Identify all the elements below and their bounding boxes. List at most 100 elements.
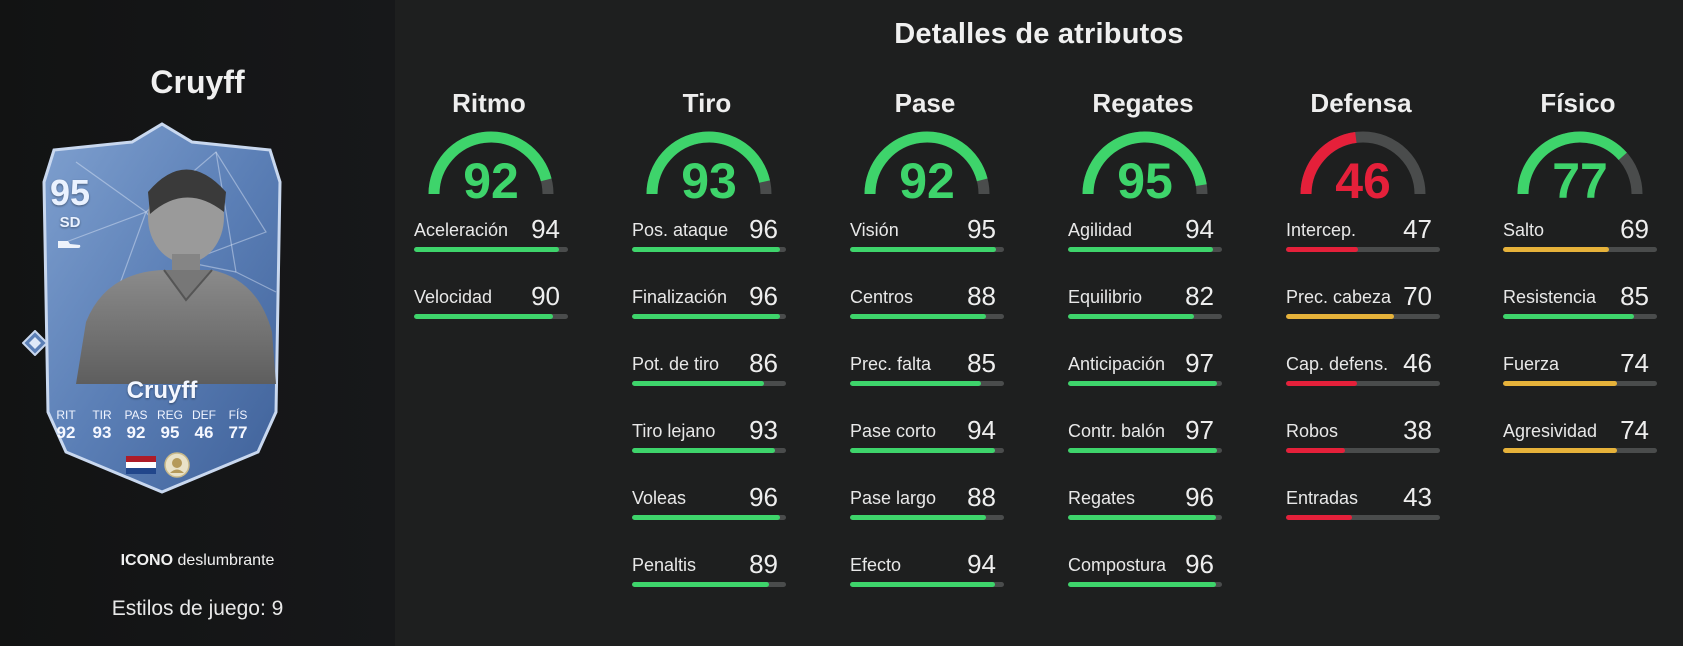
attribute-name: Resistencia	[1503, 287, 1597, 307]
card-type-strong: ICONO	[120, 552, 174, 569]
attribute-value: 89	[749, 549, 778, 579]
attribute-bar-fill	[1068, 247, 1213, 252]
attribute-name: Pase corto	[850, 421, 937, 441]
attribute-bar-fill	[1068, 381, 1218, 386]
attribute-value: 96	[749, 482, 778, 512]
attribute-name: Centros	[850, 287, 914, 307]
attribute-row: Tiro lejano 93	[632, 415, 786, 457]
attribute-value: 74	[1620, 348, 1649, 378]
attribute-value: 94	[1185, 214, 1214, 244]
attribute-name: Pos. ataque	[632, 220, 729, 240]
gauge-fill	[1517, 131, 1627, 195]
attribute-bar-track	[850, 247, 1004, 252]
attribute-bar-fill	[850, 381, 981, 386]
attribute-value: 74	[1620, 415, 1649, 445]
attribute-bar-track	[632, 515, 786, 520]
attribute-value: 82	[1185, 281, 1214, 311]
attribute-name: Regates	[1068, 488, 1136, 508]
attribute-row: Fuerza 74	[1503, 348, 1657, 390]
attribute-value: 88	[967, 482, 996, 512]
attribute-bar-fill	[850, 247, 997, 252]
icon-badge-icon	[164, 452, 190, 478]
card-stat-label: RIT	[56, 408, 76, 422]
attribute-bar-fill	[1286, 515, 1353, 520]
card-stat-value: 92	[126, 423, 146, 442]
attribute-name: Voleas	[632, 488, 687, 508]
card-type: ICONO deslumbrante	[0, 552, 395, 570]
attribute-bar-fill	[1503, 314, 1634, 319]
attribute-bar-fill	[1068, 515, 1216, 520]
attribute-value: 88	[967, 281, 996, 311]
attribute-row: Velocidad 90	[414, 281, 568, 323]
attribute-name: Velocidad	[414, 287, 493, 307]
player-card[interactable]: 95 SD Cruyff RIT 92 TIR 93 PAS 92 REG 95…	[22, 122, 288, 494]
attribute-value: 86	[749, 348, 778, 378]
attribute-value: 70	[1403, 281, 1432, 311]
attribute-name: Agilidad	[1068, 220, 1133, 240]
attribute-bar-track	[632, 381, 786, 386]
category-title: Ritmo	[452, 88, 526, 118]
attribute-row: Contr. balón 97	[1068, 415, 1222, 457]
attribute-bar-fill	[632, 381, 765, 386]
attribute-name: Finalización	[632, 287, 728, 307]
attribute-bar-fill	[850, 314, 986, 319]
attribute-bar-fill	[414, 314, 553, 319]
attribute-bar-fill	[632, 247, 780, 252]
attribute-value: 96	[1185, 549, 1214, 579]
attribute-row: Aceleración 94	[414, 214, 568, 256]
category-value: 92	[463, 153, 519, 209]
attribute-bar-fill	[850, 582, 995, 587]
attribute-bar-fill	[632, 582, 770, 587]
category-gauge	[646, 131, 772, 195]
card-stat-tir: TIR 93	[86, 408, 118, 443]
category-title: Físico	[1540, 88, 1616, 118]
attribute-value: 94	[967, 549, 996, 579]
card-stat-value: 95	[160, 423, 180, 442]
attribute-value: 95	[967, 214, 996, 244]
attribute-bar-track	[1286, 247, 1440, 252]
boot-icon	[58, 241, 81, 248]
attribute-row: Regates 96	[1068, 482, 1222, 524]
card-type-rest: deslumbrante	[177, 552, 275, 569]
attribute-row: Equilibrio 82	[1068, 281, 1222, 323]
attribute-bar-track	[414, 314, 568, 319]
attribute-row: Pot. de tiro 86	[632, 348, 786, 390]
attribute-row: Compostura 96	[1068, 549, 1222, 591]
card-position: SD	[59, 214, 81, 231]
attribute-value: 38	[1403, 415, 1432, 445]
attribute-name: Equilibrio	[1068, 287, 1143, 307]
attribute-row: Pase largo 88	[850, 482, 1004, 524]
attribute-bar-track	[632, 448, 786, 453]
attribute-row: Centros 88	[850, 281, 1004, 323]
card-background	[42, 122, 282, 494]
attribute-bar-fill	[1503, 381, 1617, 386]
attribute-name: Pot. de tiro	[632, 354, 720, 374]
attribute-value: 96	[749, 214, 778, 244]
category-gauge	[428, 131, 554, 195]
attribute-row: Efecto 94	[850, 549, 1004, 591]
attribute-name: Compostura	[1068, 555, 1167, 575]
attribute-name: Fuerza	[1503, 354, 1560, 374]
attribute-row: Pos. ataque 96	[632, 214, 786, 256]
page-title: Detalles de atributos	[894, 18, 1184, 50]
attribute-name: Pase largo	[850, 488, 937, 508]
attribute-value: 94	[967, 415, 996, 445]
card-stat-def: DEF 46	[188, 408, 220, 443]
playstyles-count: Estilos de juego: 9	[111, 597, 284, 620]
card-stat-label: DEF	[192, 408, 216, 422]
attribute-value: 96	[1185, 482, 1214, 512]
category-value: 93	[681, 153, 737, 209]
attribute-row: Penaltis 89	[632, 549, 786, 591]
category-title: Regates	[1092, 88, 1194, 118]
attribute-name: Prec. cabeza	[1286, 287, 1392, 307]
netherlands-flag-icon	[126, 456, 156, 474]
attribute-value: 97	[1185, 348, 1214, 378]
card-stat-value: 92	[56, 423, 76, 442]
player-name: Cruyff	[150, 64, 245, 100]
category-value: 46	[1335, 153, 1391, 209]
attribute-bar-track	[1503, 247, 1657, 252]
attribute-bar-fill	[850, 448, 995, 453]
attribute-bar-track	[1503, 314, 1657, 319]
attribute-bar-track	[1068, 448, 1222, 453]
category-gauge	[1517, 131, 1643, 195]
